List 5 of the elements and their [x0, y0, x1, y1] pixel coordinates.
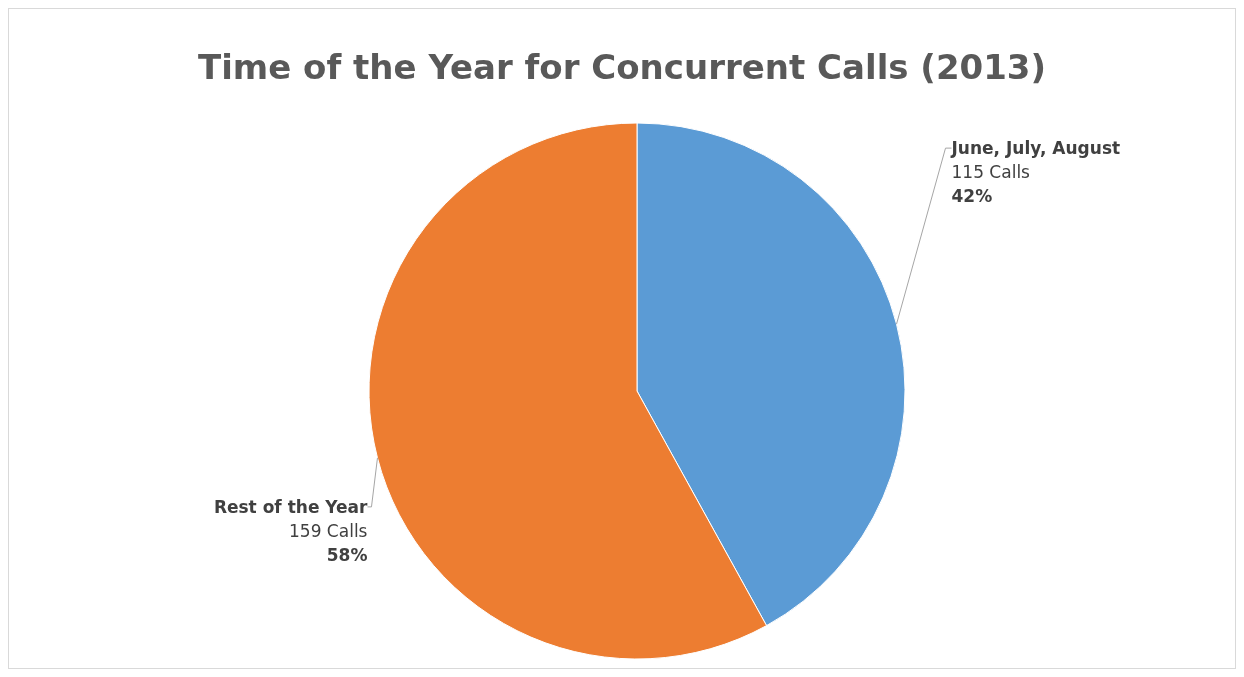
data-label: 159 Calls 58%: [289, 520, 368, 565]
data-label: 115 Calls 42%: [951, 162, 1031, 207]
chart-title: Time of the Year for Concurrent Calls (2013): [196, 46, 1048, 87]
slice-label: June, July, August: [950, 138, 1121, 159]
slice-label: Rest of the Year: [213, 496, 369, 517]
